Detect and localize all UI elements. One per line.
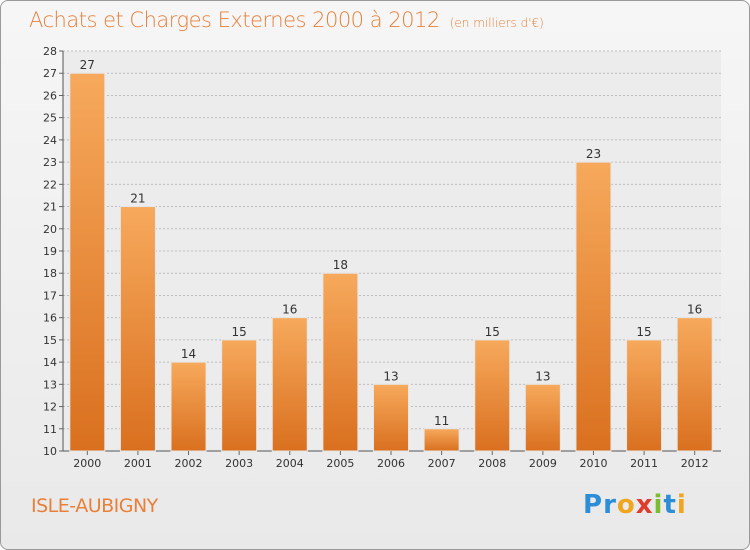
- y-tick-label: 24: [43, 134, 57, 147]
- bar: [524, 383, 561, 452]
- x-tick-label: 2009: [529, 457, 557, 470]
- bar: [474, 339, 511, 452]
- bar: [423, 428, 460, 452]
- chart-unit-label: (en milliers d'€): [449, 16, 544, 30]
- bar-value-label: 16: [687, 303, 702, 317]
- bar: [271, 317, 308, 452]
- bar-value-label: 15: [636, 325, 651, 339]
- y-tick-label: 15: [43, 334, 57, 347]
- y-tick-label: 17: [43, 289, 57, 302]
- x-tick-label: 2005: [326, 457, 354, 470]
- bar-value-label: 23: [586, 147, 601, 161]
- bar: [322, 272, 359, 452]
- y-tick-label: 12: [43, 401, 57, 414]
- bar-value-label: 27: [80, 58, 95, 72]
- x-tick-label: 2003: [225, 457, 253, 470]
- chart-title: Achats et Charges Externes 2000 à 2012 (e…: [29, 8, 544, 32]
- y-tick-label: 19: [43, 245, 57, 258]
- bar: [373, 383, 409, 452]
- bar-value-label: 18: [333, 258, 348, 272]
- bar: [676, 317, 713, 452]
- x-tick-label: 2002: [175, 457, 203, 470]
- x-tick-label: 2007: [428, 457, 456, 470]
- logo-letter: r: [603, 490, 617, 520]
- bar-value-label: 21: [130, 192, 145, 206]
- bar-value-label: 13: [535, 369, 550, 383]
- proxiti-logo: Proxiti: [583, 490, 687, 520]
- logo-letter: P: [583, 490, 604, 520]
- y-tick-label: 13: [43, 378, 57, 391]
- y-tick-label: 16: [43, 312, 57, 325]
- y-tick-label: 22: [43, 178, 57, 191]
- bar-value-label: 15: [232, 325, 247, 339]
- y-tick-label: 14: [43, 356, 57, 369]
- bar-value-label: 15: [485, 325, 500, 339]
- y-tick-label: 11: [43, 423, 57, 436]
- x-tick-label: 2008: [478, 457, 506, 470]
- x-tick-label: 2004: [276, 457, 304, 470]
- y-tick-label: 25: [43, 112, 57, 125]
- commune-name: ISLE-AUBIGNY: [31, 495, 158, 517]
- x-tick-label: 2006: [377, 457, 405, 470]
- x-tick-label: 2001: [124, 457, 152, 470]
- bar-value-label: 14: [181, 347, 196, 361]
- logo-letter: x: [635, 490, 654, 520]
- bar: [170, 361, 207, 452]
- x-tick-label: 2010: [579, 457, 607, 470]
- bar: [119, 206, 156, 452]
- bar: [69, 72, 106, 452]
- y-tick-label: 18: [43, 267, 57, 280]
- bar: [626, 339, 663, 452]
- x-tick-label: 2000: [73, 457, 101, 470]
- y-tick-label: 20: [43, 223, 57, 236]
- x-tick-label: 2011: [630, 457, 658, 470]
- y-tick-label: 28: [43, 45, 57, 58]
- y-tick-label: 26: [43, 89, 57, 102]
- bar-value-label: 16: [282, 303, 297, 317]
- chart-title-text: Achats et Charges Externes 2000 à 2012: [29, 8, 440, 32]
- logo-letter: i: [676, 490, 687, 520]
- bar-value-label: 13: [383, 369, 398, 383]
- y-tick-label: 27: [43, 67, 57, 80]
- bar-value-label: 11: [434, 414, 449, 428]
- y-tick-label: 10: [43, 445, 57, 458]
- bar: [575, 161, 612, 452]
- y-tick-label: 23: [43, 156, 57, 169]
- logo-letter: i: [653, 490, 664, 520]
- logo-letter: t: [663, 490, 677, 520]
- bar: [221, 339, 258, 452]
- x-tick-label: 2012: [681, 457, 709, 470]
- logo-letter: o: [616, 490, 636, 520]
- y-tick-label: 21: [43, 201, 57, 214]
